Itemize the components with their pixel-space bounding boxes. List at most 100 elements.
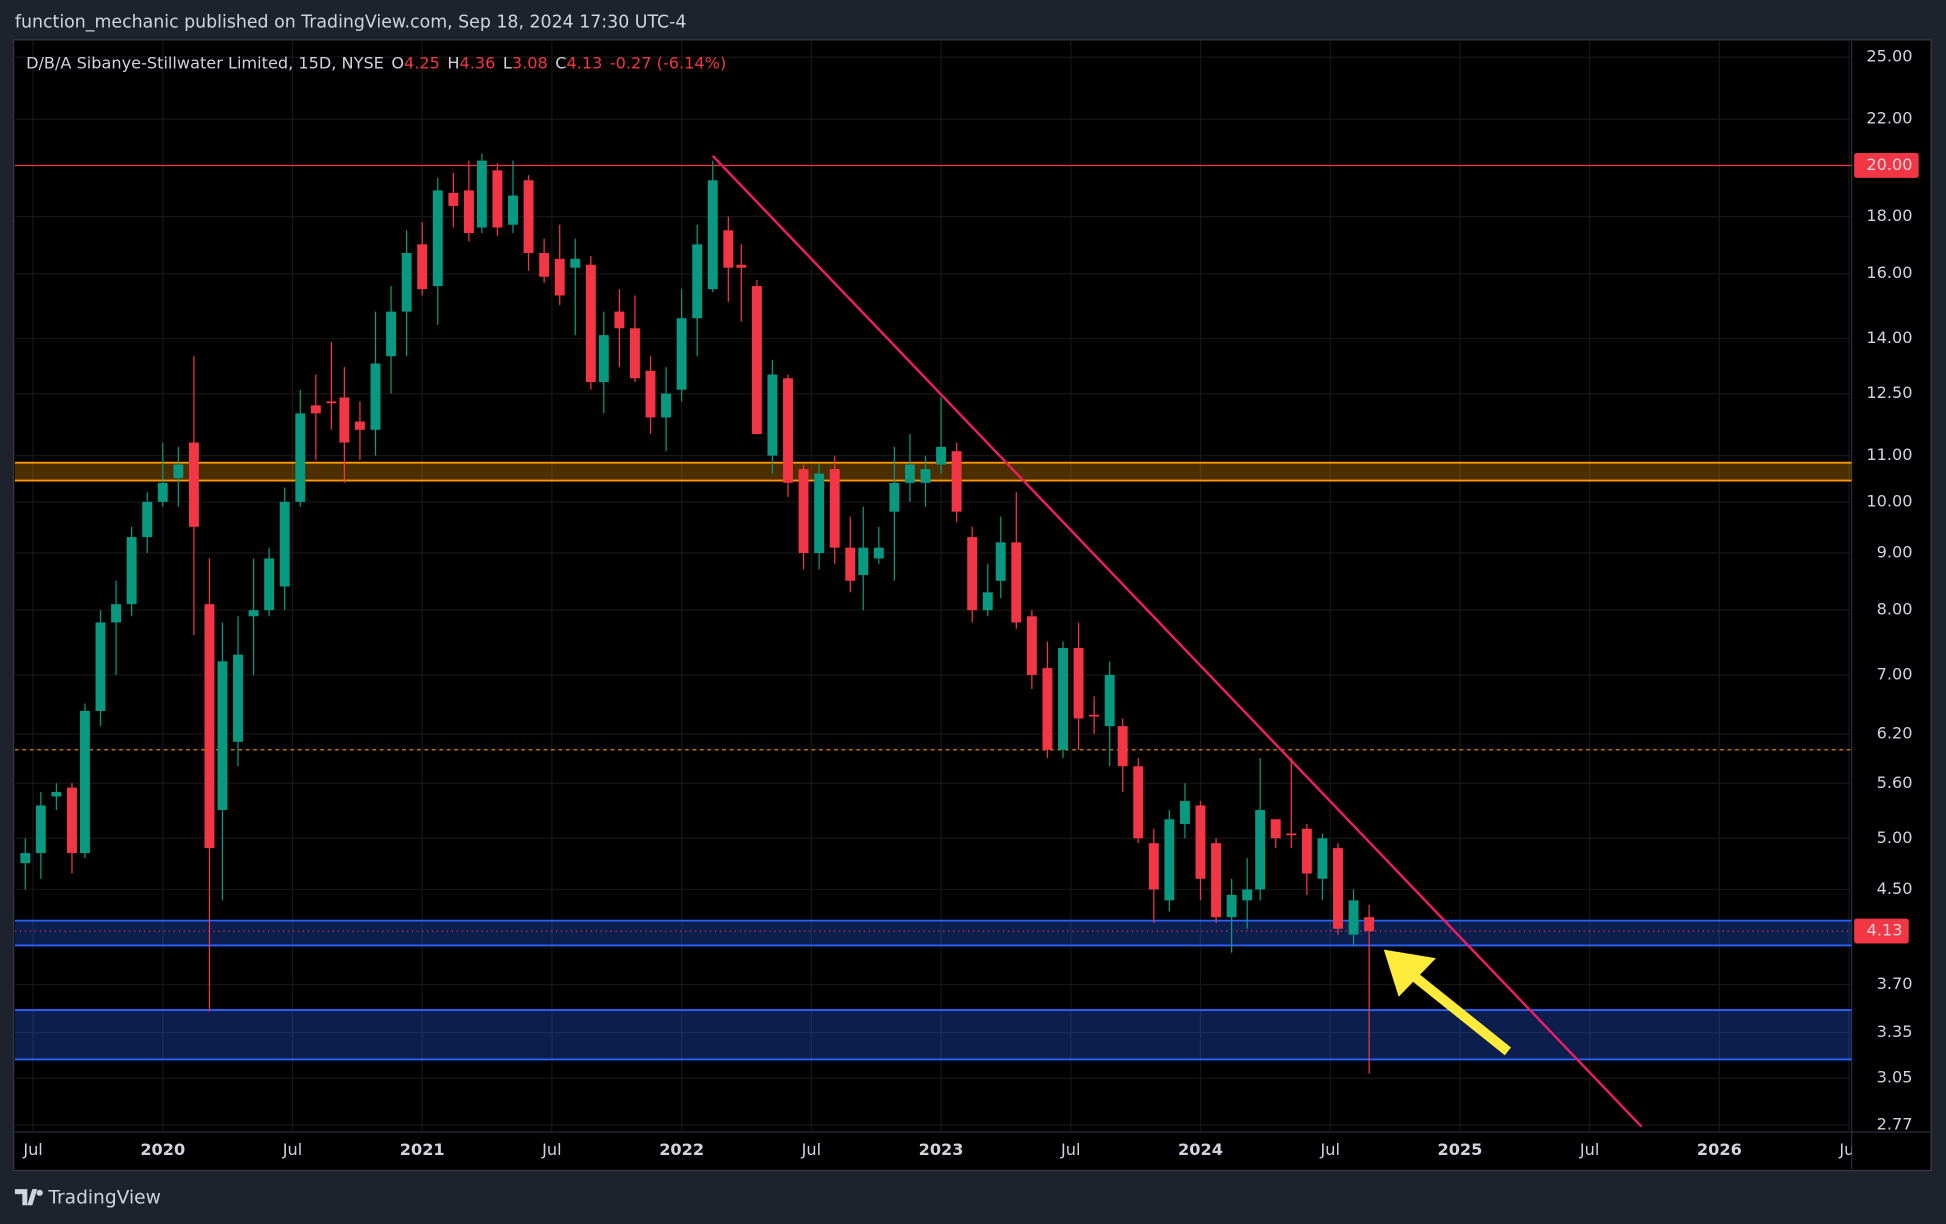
candle-body — [1011, 542, 1022, 623]
arrow-shaft — [1405, 968, 1512, 1056]
candle-body — [1317, 838, 1328, 879]
y-tick-label: 14.00 — [1866, 328, 1912, 347]
y-tick-label: 4.50 — [1877, 879, 1913, 898]
candle-body — [1073, 648, 1084, 719]
low-label: L — [503, 53, 512, 72]
candle-body — [645, 370, 656, 418]
candle-body — [873, 547, 884, 559]
candle-body — [995, 542, 1006, 581]
candle-body — [783, 378, 793, 483]
candle-body — [585, 264, 596, 383]
y-tick-label: 3.35 — [1877, 1022, 1913, 1041]
candle-body — [1364, 917, 1375, 932]
y-tick-label: 2.77 — [1877, 1114, 1913, 1133]
y-tick-label: 3.70 — [1877, 974, 1913, 993]
candle-body — [936, 446, 947, 465]
candle-body — [264, 558, 275, 611]
x-tick-label: Jul — [541, 1140, 561, 1159]
candle-body — [432, 190, 443, 287]
x-tick-label: Jul — [282, 1140, 302, 1159]
logo — [14, 1189, 38, 1206]
footer: TradingView — [47, 1187, 160, 1208]
candle-body — [476, 160, 487, 228]
candle-body — [1133, 766, 1144, 839]
candle-body — [126, 537, 137, 605]
legend: D/B/A Sibanye-Stillwater Limited, 15D, N… — [26, 53, 726, 72]
candle-body — [142, 501, 153, 538]
candle-body — [629, 328, 640, 379]
candle-body — [614, 311, 625, 329]
low: 3.08 — [512, 53, 548, 72]
y-tick-label: 22.00 — [1866, 109, 1912, 128]
x-tick-label: Jul — [1579, 1140, 1599, 1159]
candle-body — [692, 244, 703, 319]
candle-body — [951, 451, 962, 512]
y-tick-label: 5.60 — [1877, 773, 1913, 792]
y-tick-label: 16.00 — [1866, 263, 1912, 282]
candle-body — [417, 244, 428, 290]
candle-body — [1148, 843, 1159, 890]
zone — [14, 1010, 1852, 1060]
candle-body — [598, 335, 609, 383]
x-tick-label: Jul — [1838, 1140, 1858, 1159]
candle-body — [539, 252, 550, 277]
candle-body — [845, 547, 856, 581]
candle-body — [829, 469, 840, 548]
candle-body — [967, 537, 978, 611]
high-label: H — [447, 53, 459, 72]
candle-body — [1117, 726, 1128, 767]
y-tick-label: 6.20 — [1877, 723, 1913, 742]
candle-body — [492, 170, 503, 228]
x-tick-label: 2026 — [1697, 1140, 1742, 1159]
candle-body — [1089, 714, 1100, 717]
candle-body — [723, 230, 734, 268]
level-label-box — [1854, 153, 1919, 178]
candle-body — [1270, 819, 1281, 839]
x-tick-label: Jul — [22, 1140, 42, 1159]
candle-body — [204, 604, 215, 849]
candle-body — [188, 442, 199, 527]
y-tick-label: 8.00 — [1877, 600, 1913, 619]
candle-body — [326, 401, 337, 404]
zone — [14, 462, 1852, 481]
x-tick-label: 2023 — [919, 1140, 964, 1159]
plot — [14, 41, 1852, 1133]
candle-body — [920, 469, 931, 483]
candle-body — [370, 363, 381, 430]
trendline — [711, 154, 1643, 1128]
candle-body — [35, 805, 46, 854]
candle-body — [295, 413, 306, 502]
candle-body — [95, 622, 106, 711]
candle-body — [1026, 616, 1037, 675]
candle-body — [448, 192, 459, 206]
candle-body — [1195, 805, 1206, 879]
candle-body — [1301, 828, 1312, 874]
x-tick-label: Jul — [801, 1140, 821, 1159]
arrow — [1383, 949, 1512, 1056]
y-tick-label: 12.50 — [1866, 383, 1912, 402]
candle-body — [736, 264, 747, 268]
last-price-box — [1854, 918, 1909, 944]
candle-body — [20, 853, 31, 864]
candle-body — [339, 397, 350, 443]
candle-body — [904, 464, 915, 483]
candle-body — [1164, 819, 1175, 901]
candle-body — [707, 180, 718, 290]
y-tick-label: 18.00 — [1866, 206, 1912, 225]
x-tick-label: 2020 — [140, 1140, 185, 1159]
candle-body — [1042, 668, 1053, 750]
x-tick-label: 2021 — [400, 1140, 445, 1159]
x-tick-label: Jul — [1319, 1140, 1339, 1159]
candle-body — [386, 311, 397, 357]
candle-body — [1058, 648, 1068, 750]
candle-body — [401, 252, 412, 312]
candle-body — [51, 792, 62, 797]
candle-body — [1333, 848, 1343, 929]
candle-body — [173, 464, 184, 479]
zone — [14, 920, 1852, 946]
candle-body — [814, 473, 825, 554]
x-tick-label: Jul — [1060, 1140, 1080, 1159]
open-label: O — [391, 53, 404, 72]
candle-body — [676, 318, 687, 390]
